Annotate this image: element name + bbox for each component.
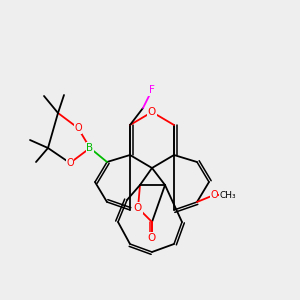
Text: CH₃: CH₃ xyxy=(220,190,236,200)
Text: O: O xyxy=(210,190,218,200)
Text: B: B xyxy=(86,143,94,153)
Text: O: O xyxy=(148,107,156,117)
Text: O: O xyxy=(74,123,82,133)
Text: F: F xyxy=(149,85,155,95)
Text: O: O xyxy=(148,233,156,243)
Text: O: O xyxy=(134,203,142,213)
Text: O: O xyxy=(66,158,74,168)
